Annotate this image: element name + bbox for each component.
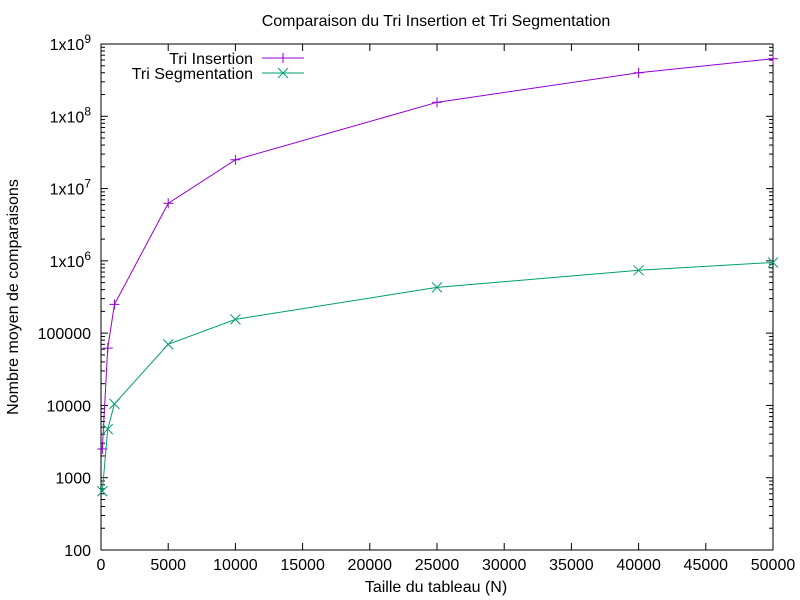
series-marker: [431, 281, 443, 293]
y-tick-label: 1x106: [50, 249, 92, 271]
x-tick-label: 40000: [616, 557, 661, 574]
series-marker: [162, 338, 174, 350]
y-tick-label-exponent: 7: [84, 177, 91, 191]
x-axis-label: Taille du tableau (N): [365, 579, 507, 596]
y-tick-label: 1x109: [50, 32, 92, 54]
y-tick-label-base: 1x10: [50, 37, 85, 54]
y-tick-label-base: 1x10: [50, 182, 85, 199]
x-tick-label: 50000: [751, 557, 796, 574]
y-tick-label-base: 1000: [55, 471, 91, 488]
plot-frame: [100, 43, 774, 551]
series-marker: [633, 264, 644, 276]
legend-entry: Tri Segmentation: [132, 66, 304, 83]
series-marker: [96, 485, 108, 497]
series-marker: [767, 257, 779, 268]
y-tick-label-base: 100: [64, 543, 91, 560]
y-tick-label-base: 1x10: [50, 254, 85, 271]
x-tick-label: 45000: [684, 557, 729, 574]
x-tick-label: 35000: [549, 557, 594, 574]
y-tick-label: 100: [64, 543, 91, 560]
x-tick-label: 5000: [150, 557, 186, 574]
y-axis-label: Nombre moyen de comparaisons: [5, 179, 22, 415]
y-tick-label-base: 100000: [38, 326, 91, 343]
x-tick-label: 20000: [348, 557, 393, 574]
y-tick-label-exponent: 9: [84, 32, 91, 46]
y-tick-label: 10000: [47, 398, 92, 415]
legend-label: Tri Segmentation: [132, 66, 253, 83]
y-tick-label-base: 10000: [47, 398, 92, 415]
plot-area: 0 5000 10000 15000 20000 25000 30000 35000 40000…: [38, 32, 796, 574]
series-tri-insertion: [97, 53, 778, 454]
x-tick-label: 25000: [415, 557, 460, 574]
x-tick-label: 10000: [213, 557, 258, 574]
series-line: [101, 261, 774, 492]
legend-label: Tri Insertion: [169, 51, 253, 68]
series-marker: [102, 423, 114, 435]
y-tick-label-exponent: 8: [84, 104, 91, 118]
y-tick-label: 1000: [55, 471, 91, 488]
series-tri-segmentation: [96, 257, 779, 497]
x-tick-label: 15000: [280, 557, 325, 574]
series-marker: [230, 314, 241, 325]
chart-title: Comparaison du Tri Insertion et Tri Segm…: [262, 13, 611, 30]
y-tick-label: 1x108: [50, 104, 92, 126]
legend-marker: [277, 67, 289, 79]
y-tick-label: 1x107: [50, 177, 92, 199]
y-tick-label-base: 1x10: [50, 109, 85, 126]
y-tick-label-exponent: 6: [84, 249, 91, 263]
x-tick-label: 30000: [482, 557, 527, 574]
series-marker: [109, 398, 120, 410]
series-line: [101, 58, 774, 449]
y-tick-label: 100000: [38, 326, 91, 343]
legend-entry: Tri Insertion: [169, 51, 304, 68]
x-tick-label: 0: [97, 557, 106, 574]
